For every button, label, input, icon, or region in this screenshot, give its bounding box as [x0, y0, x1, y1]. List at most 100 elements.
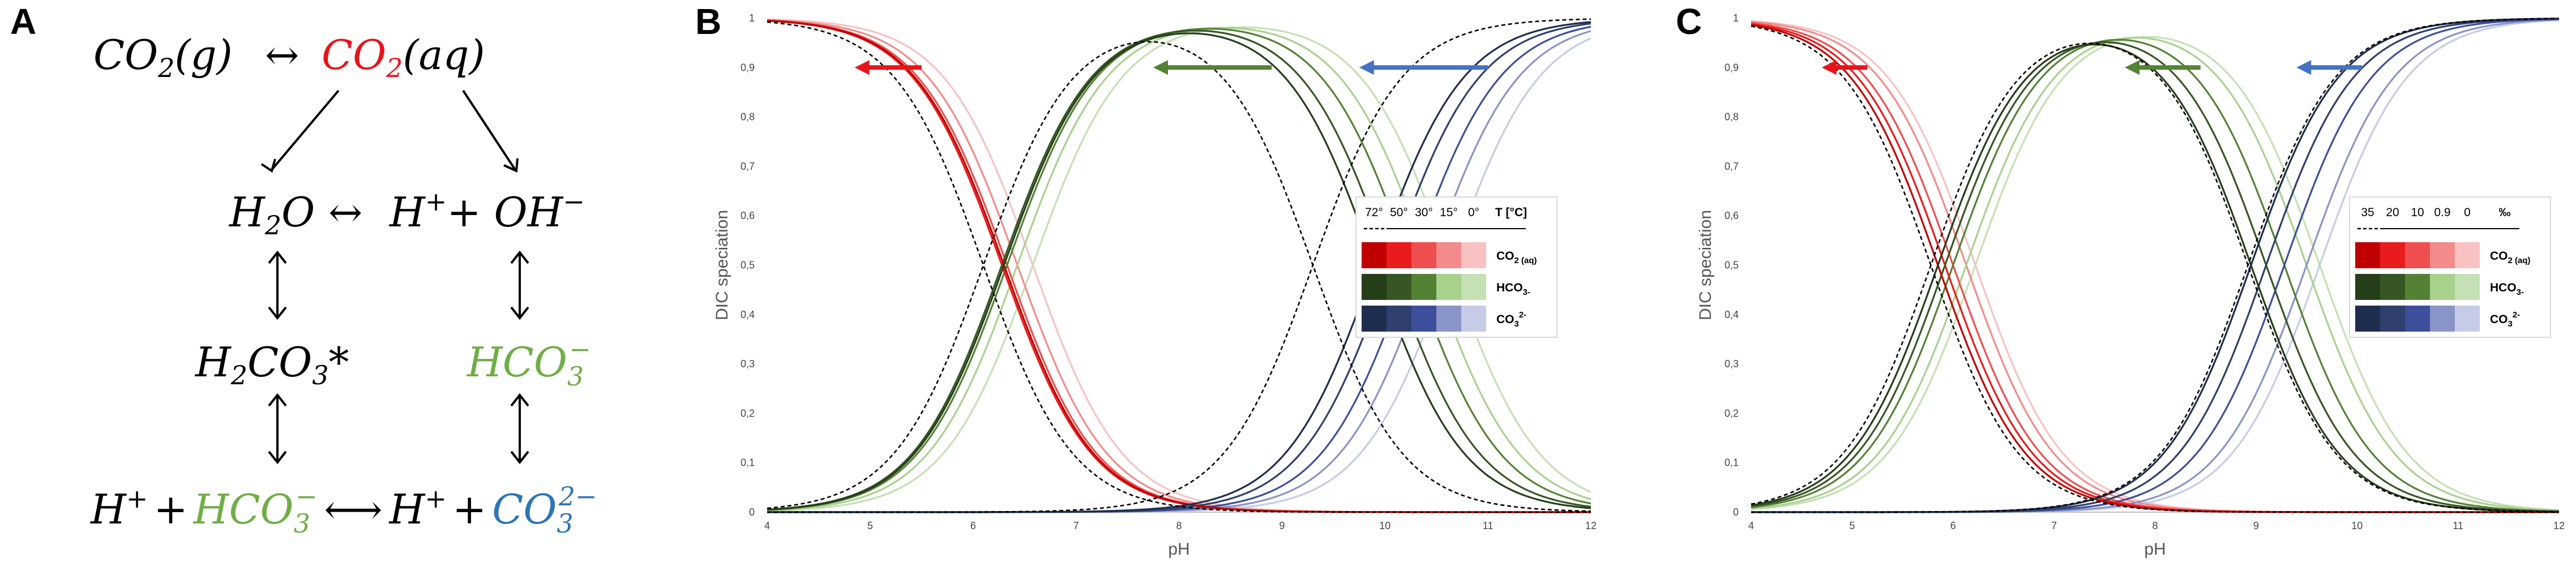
- x-tick-label: 12: [1585, 520, 1597, 531]
- y-tick-label: 0,9: [1725, 62, 1739, 73]
- y-tick-label: 0,4: [741, 309, 755, 320]
- y-tick-label: 0,4: [1725, 309, 1739, 320]
- x-tick-label: 11: [1483, 520, 1494, 531]
- y-tick-label: 0,9: [741, 62, 755, 73]
- legend-swatch-hco3: [1387, 274, 1411, 300]
- arrow-co2-to-h2o: [260, 89, 340, 173]
- legend-unit-label: T [°C]: [1495, 206, 1527, 219]
- y-axis-label: DIC speciation: [713, 210, 731, 320]
- shift-arrow-head: [1821, 60, 1837, 75]
- eq-bottom-row: H+ + HCO3− ⟷ H+ + CO32−: [89, 481, 597, 539]
- eq-h2o: H2O: [228, 188, 315, 241]
- eq-arrow-equilibrium-2: ↔: [328, 188, 362, 236]
- y-tick-label: 0,2: [1725, 407, 1739, 419]
- legend-swatch-hco3: [1461, 274, 1486, 300]
- y-tick-label: 0,8: [741, 111, 755, 123]
- legend-header-label: 72°: [1365, 206, 1383, 219]
- legend-swatch-co3: [2455, 306, 2480, 332]
- legend-row-label-co2-aq: CO2 (aq): [1496, 250, 1537, 265]
- shift-arrow-head: [2296, 60, 2312, 75]
- legend-header-label: 10: [2411, 206, 2424, 219]
- series-line-hco3-0: [1751, 36, 2560, 511]
- legend-swatch-co3: [2430, 306, 2455, 332]
- y-tick-label: 0,5: [741, 260, 755, 271]
- eq-hco3-upper: HCO3−: [466, 334, 591, 392]
- y-tick-label: 0,1: [741, 457, 755, 469]
- series-line-hco3-0.9: [1751, 36, 2560, 512]
- legend-swatch-co2-aq: [2405, 242, 2430, 268]
- x-tick-label: 7: [2051, 520, 2057, 531]
- dashed-reference-co3: [767, 18, 1591, 513]
- x-tick-label: 12: [2553, 520, 2565, 531]
- legend-header-label: 30°: [1415, 206, 1433, 219]
- legend-header-label: 0°: [1468, 206, 1479, 219]
- legend-swatch-co2-aq: [1387, 242, 1411, 268]
- legend-swatch-hco3: [1411, 274, 1436, 300]
- x-tick-label: 5: [1849, 520, 1855, 531]
- legend-swatch-co2-aq: [2430, 242, 2455, 268]
- dashed-reference-co3: [1751, 18, 2560, 513]
- legend-header-label: 0.9: [2434, 206, 2450, 219]
- legend-header-label: 50°: [1390, 206, 1408, 219]
- x-tick-label: 8: [2152, 520, 2158, 531]
- x-axis-label: pH: [2144, 540, 2166, 559]
- legend-header-label: 15°: [1440, 206, 1458, 219]
- x-tick-label: 11: [2453, 520, 2463, 531]
- y-tick-label: 0,5: [1725, 260, 1739, 271]
- arrow-co2-to-oh: [462, 89, 519, 173]
- dashed-reference-co2-aq: [767, 21, 1591, 513]
- x-tick-label: 6: [970, 520, 976, 531]
- x-tick-label: 9: [2253, 520, 2259, 531]
- legend-swatch-hco3: [2405, 274, 2430, 300]
- panel-letter-a: A: [10, 1, 36, 42]
- x-tick-label: 9: [1279, 520, 1285, 531]
- double-arrow-left-upper: [268, 250, 287, 320]
- series-line-hco3-50: [767, 29, 1591, 510]
- y-tick-label: 0: [1733, 506, 1739, 518]
- shift-arrow-head: [1359, 60, 1374, 75]
- chart-b: 4 5 6 7 8 9 10 11 12 0 0,1 0,2 0,3 0,4 0,5 0,6 0,7 0,8 0,9…: [713, 12, 1597, 559]
- chart-c: 4 5 6 7 8 9 10 11 1200,10,20,30,40,50,60,70,80,9…: [1696, 12, 2565, 559]
- legend-swatch-hco3: [1436, 274, 1461, 300]
- eq-arrow-equilibrium-1: ↔: [265, 31, 299, 79]
- legend-unit-label: ‰: [2499, 206, 2511, 219]
- legend-swatch-co2-aq: [1411, 242, 1436, 268]
- legend-swatch-hco3: [2380, 274, 2405, 300]
- legend-swatch-hco3: [2430, 274, 2455, 300]
- legend-row-label-co3: CO32-: [2490, 310, 2520, 329]
- legend-swatch-co2-aq: [1436, 242, 1461, 268]
- panel-letter-b: B: [695, 1, 721, 42]
- x-tick-label: 10: [2351, 520, 2363, 531]
- y-tick-label: 0,8: [1725, 111, 1739, 123]
- dashed-reference-hco3: [1751, 42, 2560, 513]
- dashed-reference-hco3: [767, 41, 1591, 512]
- legend-swatch-hco3: [2355, 274, 2380, 300]
- legend-row-label-hco3: HCO3-: [1496, 281, 1530, 297]
- shift-arrow-head: [1153, 60, 1169, 75]
- y-tick-label: 0,6: [1725, 210, 1739, 221]
- y-tick-label: 1: [1733, 12, 1739, 24]
- legend-header-label: 20: [2386, 206, 2399, 219]
- legend-header-label: 0: [2464, 206, 2471, 219]
- legend-row-label-hco3: HCO3-: [2490, 281, 2524, 297]
- double-arrow-right-upper: [510, 250, 529, 320]
- legend-row-label-co2-aq: CO2 (aq): [2490, 250, 2531, 265]
- y-tick-label: 0,3: [741, 358, 755, 370]
- y-tick-label: 0: [749, 506, 755, 518]
- x-tick-label: 7: [1073, 520, 1079, 531]
- shift-arrow-head: [854, 60, 870, 75]
- eq-co2-aq: CO2(aq): [322, 31, 485, 83]
- panel-a: A CO2(g) ↔ CO2(aq) H2O ↔ H++ OH−: [10, 1, 597, 539]
- x-tick-label: 4: [764, 520, 770, 531]
- x-axis-label: pH: [1168, 540, 1189, 559]
- legend-swatch-co3: [2380, 306, 2405, 332]
- x-tick-label: 4: [1748, 520, 1754, 531]
- double-arrow-left-lower: [268, 393, 287, 465]
- y-tick-label: 0,3: [1725, 358, 1739, 370]
- legend-swatch-co2-aq: [1362, 242, 1387, 268]
- legend-swatch-co3: [2405, 306, 2430, 332]
- y-tick-label: 1: [749, 12, 755, 24]
- y-axis-label: DIC speciation: [1696, 210, 1715, 320]
- x-tick-label: 8: [1176, 520, 1182, 531]
